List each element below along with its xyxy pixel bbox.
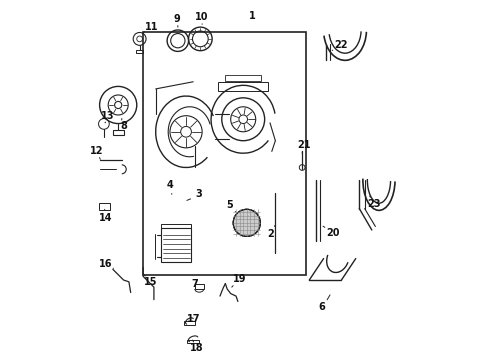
Bar — [136, 50, 143, 53]
Text: 21: 21 — [297, 140, 311, 150]
Text: 7: 7 — [192, 279, 198, 289]
Bar — [218, 82, 268, 91]
Text: 3: 3 — [195, 189, 202, 199]
Text: 8: 8 — [120, 121, 127, 131]
Text: 23: 23 — [368, 199, 381, 209]
Bar — [161, 228, 192, 262]
Text: 14: 14 — [99, 212, 112, 222]
Bar — [187, 340, 198, 343]
Bar — [161, 224, 192, 228]
Text: 4: 4 — [167, 180, 173, 190]
Text: 13: 13 — [101, 111, 114, 121]
Text: 9: 9 — [174, 14, 180, 24]
Text: 18: 18 — [190, 343, 203, 353]
Bar — [184, 321, 195, 325]
Text: 15: 15 — [144, 277, 157, 287]
Text: 2: 2 — [268, 229, 274, 239]
Text: 16: 16 — [99, 259, 112, 269]
Text: 5: 5 — [226, 200, 233, 210]
Text: 19: 19 — [233, 274, 246, 284]
Bar — [113, 130, 123, 135]
Text: 10: 10 — [195, 13, 208, 22]
Text: 11: 11 — [146, 22, 159, 32]
Text: 1: 1 — [249, 11, 255, 21]
Bar — [225, 75, 261, 81]
Bar — [99, 203, 110, 210]
Text: 20: 20 — [326, 228, 339, 238]
Text: 22: 22 — [335, 40, 348, 50]
Text: 6: 6 — [318, 302, 325, 312]
Circle shape — [233, 209, 260, 237]
Text: 12: 12 — [90, 147, 103, 157]
Bar — [143, 32, 306, 275]
Text: 17: 17 — [187, 314, 200, 324]
Bar — [195, 284, 204, 289]
